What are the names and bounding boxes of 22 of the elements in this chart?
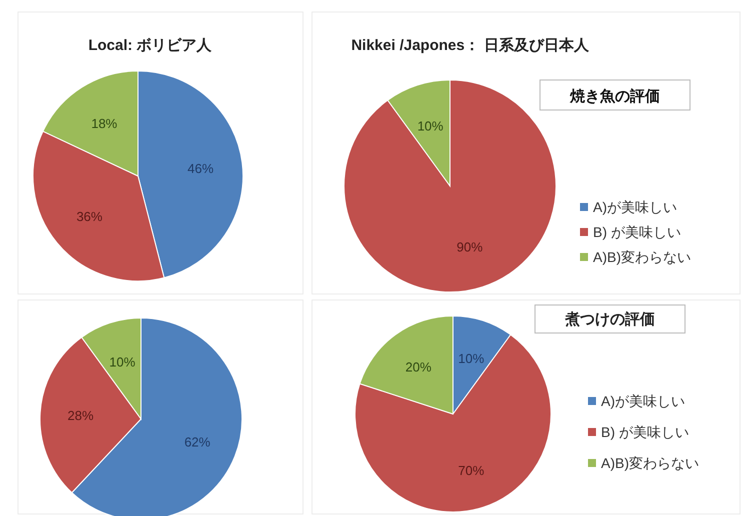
legend-label: B) が美味しい <box>593 224 681 240</box>
chart-title: Local: ボリビア人 <box>88 37 213 54</box>
data-label: 46% <box>187 161 214 176</box>
data-label: 90% <box>456 239 484 254</box>
data-label: 70% <box>458 462 485 478</box>
legend-label: A)B)変わらない <box>593 249 691 265</box>
data-label: 10% <box>109 354 136 370</box>
data-label: 18% <box>91 116 118 131</box>
pie-slice <box>344 80 556 292</box>
data-label: 28% <box>68 408 94 424</box>
legend-label: B) が美味しい <box>601 424 689 440</box>
legend-label: A)が美味しい <box>593 199 677 215</box>
text: 焼き魚の評価 <box>569 88 660 105</box>
data-label: 10% <box>417 118 444 134</box>
legend-label: A)が美味しい <box>601 393 685 409</box>
chart-title: Nikkei /Japones： 日系及び日本人 <box>351 37 590 54</box>
data-label: 10% <box>458 351 485 366</box>
data-label: 20% <box>405 359 432 374</box>
data-label: 36% <box>76 209 103 224</box>
chart-title: 煮つけの評価 <box>564 311 655 328</box>
data-label: 62% <box>184 434 211 450</box>
legend-label: A)B)変わらない <box>601 455 699 471</box>
